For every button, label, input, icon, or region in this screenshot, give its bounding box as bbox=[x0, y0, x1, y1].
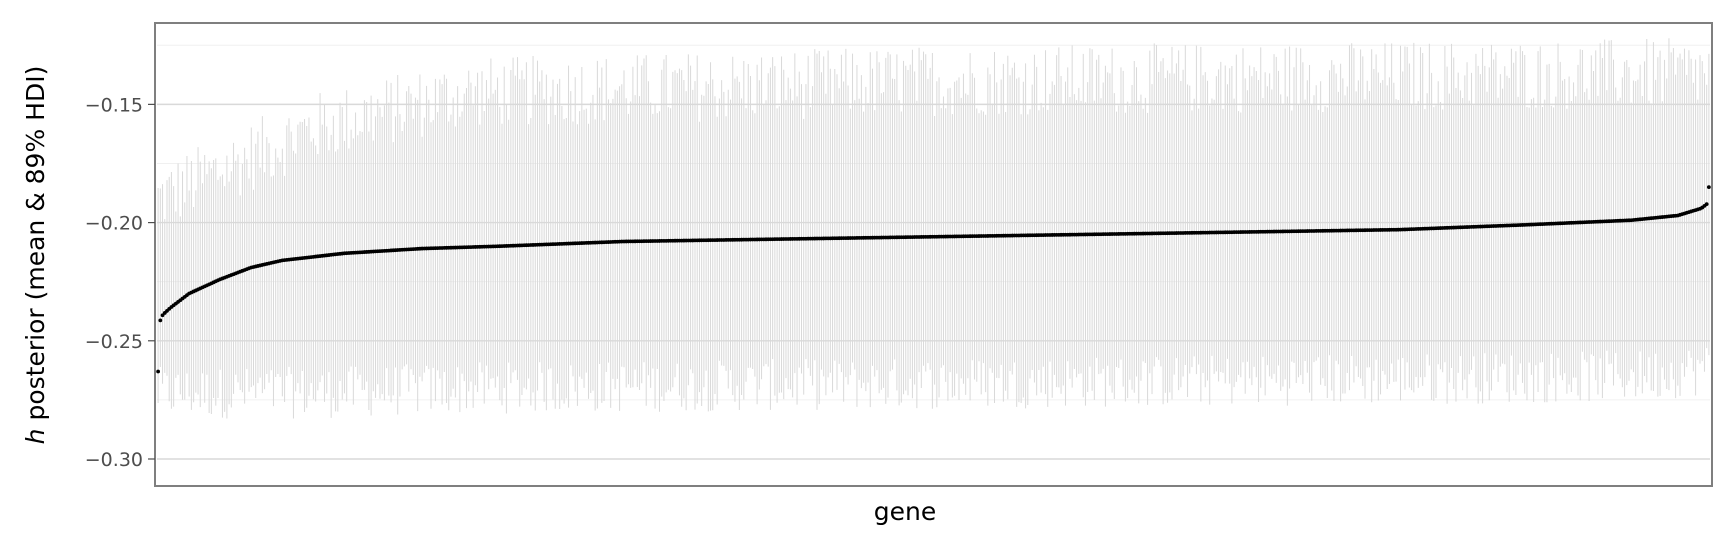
y-tick-label: −0.15 bbox=[85, 94, 143, 116]
y-axis-ticks: −0.30 −0.25 −0.20 −0.15 bbox=[85, 94, 155, 471]
y-axis-title: h posterior (mean & 89% HDI) bbox=[21, 66, 50, 445]
y-tick-label: −0.25 bbox=[85, 331, 143, 353]
posterior-means bbox=[156, 185, 1711, 374]
y-tick-label: −0.30 bbox=[85, 449, 143, 471]
mean-point bbox=[158, 318, 163, 323]
mean-point bbox=[156, 369, 161, 374]
mean-point bbox=[1706, 185, 1711, 190]
panel-border bbox=[154, 22, 1713, 487]
hdi-intervals bbox=[157, 38, 1710, 419]
y-tick-label: −0.20 bbox=[85, 213, 143, 235]
y-axis-title-italic: h bbox=[21, 428, 50, 444]
mean-point bbox=[1704, 202, 1709, 207]
y-axis-title-text: posterior (mean & 89% HDI) bbox=[21, 66, 50, 429]
x-axis-title: gene bbox=[874, 497, 936, 526]
